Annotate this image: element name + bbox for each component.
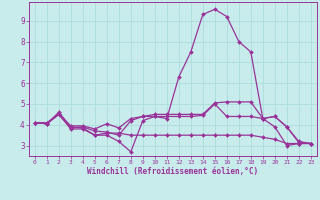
X-axis label: Windchill (Refroidissement éolien,°C): Windchill (Refroidissement éolien,°C) <box>87 167 258 176</box>
